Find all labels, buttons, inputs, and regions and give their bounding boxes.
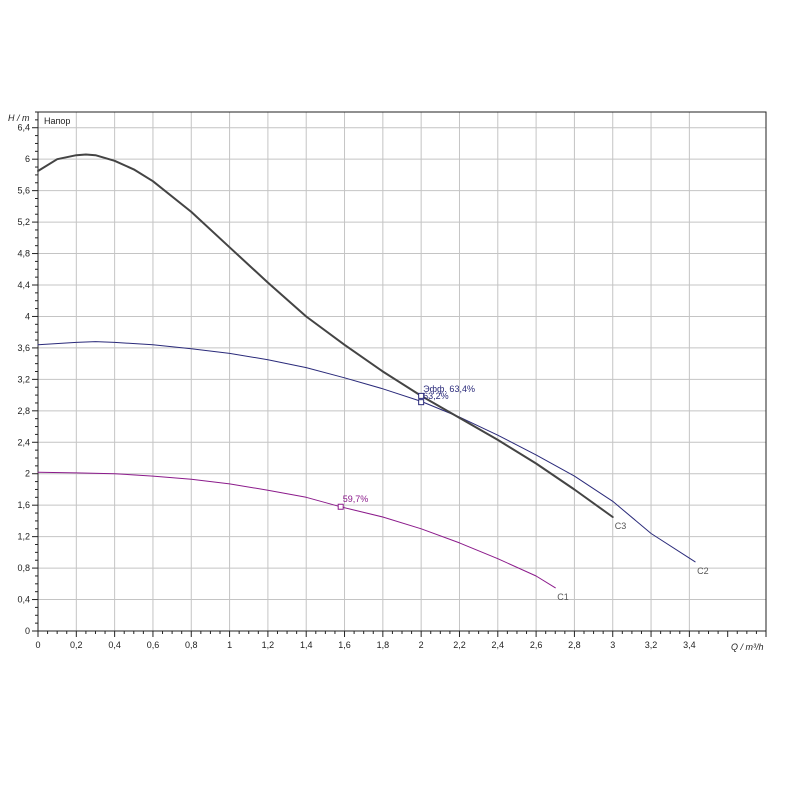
x-tick-label: 2,2 bbox=[453, 640, 466, 650]
x-tick-label: 0,6 bbox=[147, 640, 160, 650]
operating-points: 59,7% 63,2%Эфф. 63,4% bbox=[337, 384, 475, 510]
x-axis-label: Q / m³/h bbox=[731, 642, 764, 652]
x-tick-label: 3,4 bbox=[683, 640, 696, 650]
operating-point-label: Эфф. 63,4% bbox=[423, 384, 475, 394]
y-tick-label: 6,4 bbox=[17, 123, 30, 133]
x-tick-label: 1,4 bbox=[300, 640, 313, 650]
x-tick-label: 0,2 bbox=[70, 640, 83, 650]
operating-point-marker bbox=[337, 503, 344, 510]
x-tick-label: 0,4 bbox=[108, 640, 121, 650]
y-tick-label: 4,8 bbox=[17, 249, 30, 259]
panel-title: Напор bbox=[44, 116, 70, 126]
y-tick-label: 1,2 bbox=[17, 532, 30, 542]
x-tick-label: 1 bbox=[227, 640, 232, 650]
x-tick-label: 3,2 bbox=[645, 640, 658, 650]
x-tick-label: 2,8 bbox=[568, 640, 581, 650]
operating-point-marker bbox=[418, 392, 425, 399]
x-tick-label: 3 bbox=[610, 640, 615, 650]
series-line-c2 bbox=[37, 341, 696, 563]
y-tick-label: 2 bbox=[25, 469, 30, 479]
plot-frame bbox=[37, 111, 767, 632]
y-tick-label: 3,2 bbox=[17, 374, 30, 384]
series-layer: C1 C2 C3 bbox=[37, 153, 709, 602]
grid bbox=[38, 112, 766, 631]
y-tick-label: 0,8 bbox=[17, 563, 30, 573]
series-line-c1 bbox=[37, 471, 556, 589]
y-tick-label: 5,6 bbox=[17, 186, 30, 196]
x-tick-label: 1,8 bbox=[377, 640, 390, 650]
operating-point-marker bbox=[418, 399, 425, 406]
y-tick-label: 3,6 bbox=[17, 343, 30, 353]
operating-point-label: 63,2% bbox=[423, 391, 449, 401]
series-line-c3 bbox=[37, 153, 614, 518]
series-label-c1: C1 bbox=[557, 592, 569, 602]
y-tick-label: 0,4 bbox=[17, 595, 30, 605]
x-tick-label: 0,8 bbox=[185, 640, 198, 650]
x-tick-label: 0 bbox=[35, 640, 40, 650]
y-axis-label: H / m bbox=[8, 113, 30, 123]
y-tick-label: 6 bbox=[25, 154, 30, 164]
x-tick-label: 1,2 bbox=[262, 640, 275, 650]
y-tick-label: 4,4 bbox=[17, 280, 30, 290]
y-tick-label: 2,8 bbox=[17, 406, 30, 416]
x-tick-label: 2,6 bbox=[530, 640, 543, 650]
series-label-c3: C3 bbox=[615, 521, 627, 531]
y-tick-label: 1,6 bbox=[17, 500, 30, 510]
series-label-c2: C2 bbox=[697, 566, 709, 576]
x-tick-label: 1,6 bbox=[338, 640, 351, 650]
y-tick-label: 4 bbox=[25, 311, 30, 321]
x-tick-label: 2,4 bbox=[492, 640, 505, 650]
axes: 0 0,2 0,4 0,6 0,8 1 1,2 1,4 1,6 1,8 2 2,2 2,4 2,6 2,8 3… bbox=[17, 111, 767, 650]
operating-point-label: 59,7% bbox=[343, 494, 369, 504]
y-tick-label: 2,4 bbox=[17, 437, 30, 447]
y-tick-label: 0 bbox=[25, 626, 30, 636]
x-tick-label: 2 bbox=[419, 640, 424, 650]
y-tick-label: 5,2 bbox=[17, 217, 30, 227]
